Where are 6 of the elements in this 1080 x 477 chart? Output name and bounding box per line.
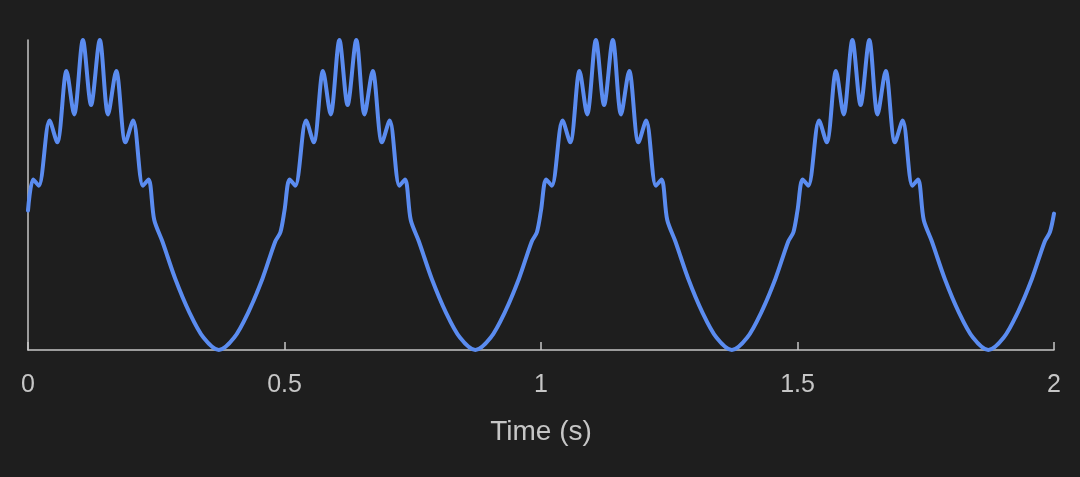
x-tick-label: 2: [1047, 368, 1061, 397]
x-tick-label: 1.5: [780, 368, 815, 397]
x-tick-label: 0: [21, 368, 35, 397]
x-tick-label: 0.5: [267, 368, 302, 397]
x-axis-title: Time (s): [490, 414, 592, 446]
x-tick-label: 1: [534, 368, 548, 397]
